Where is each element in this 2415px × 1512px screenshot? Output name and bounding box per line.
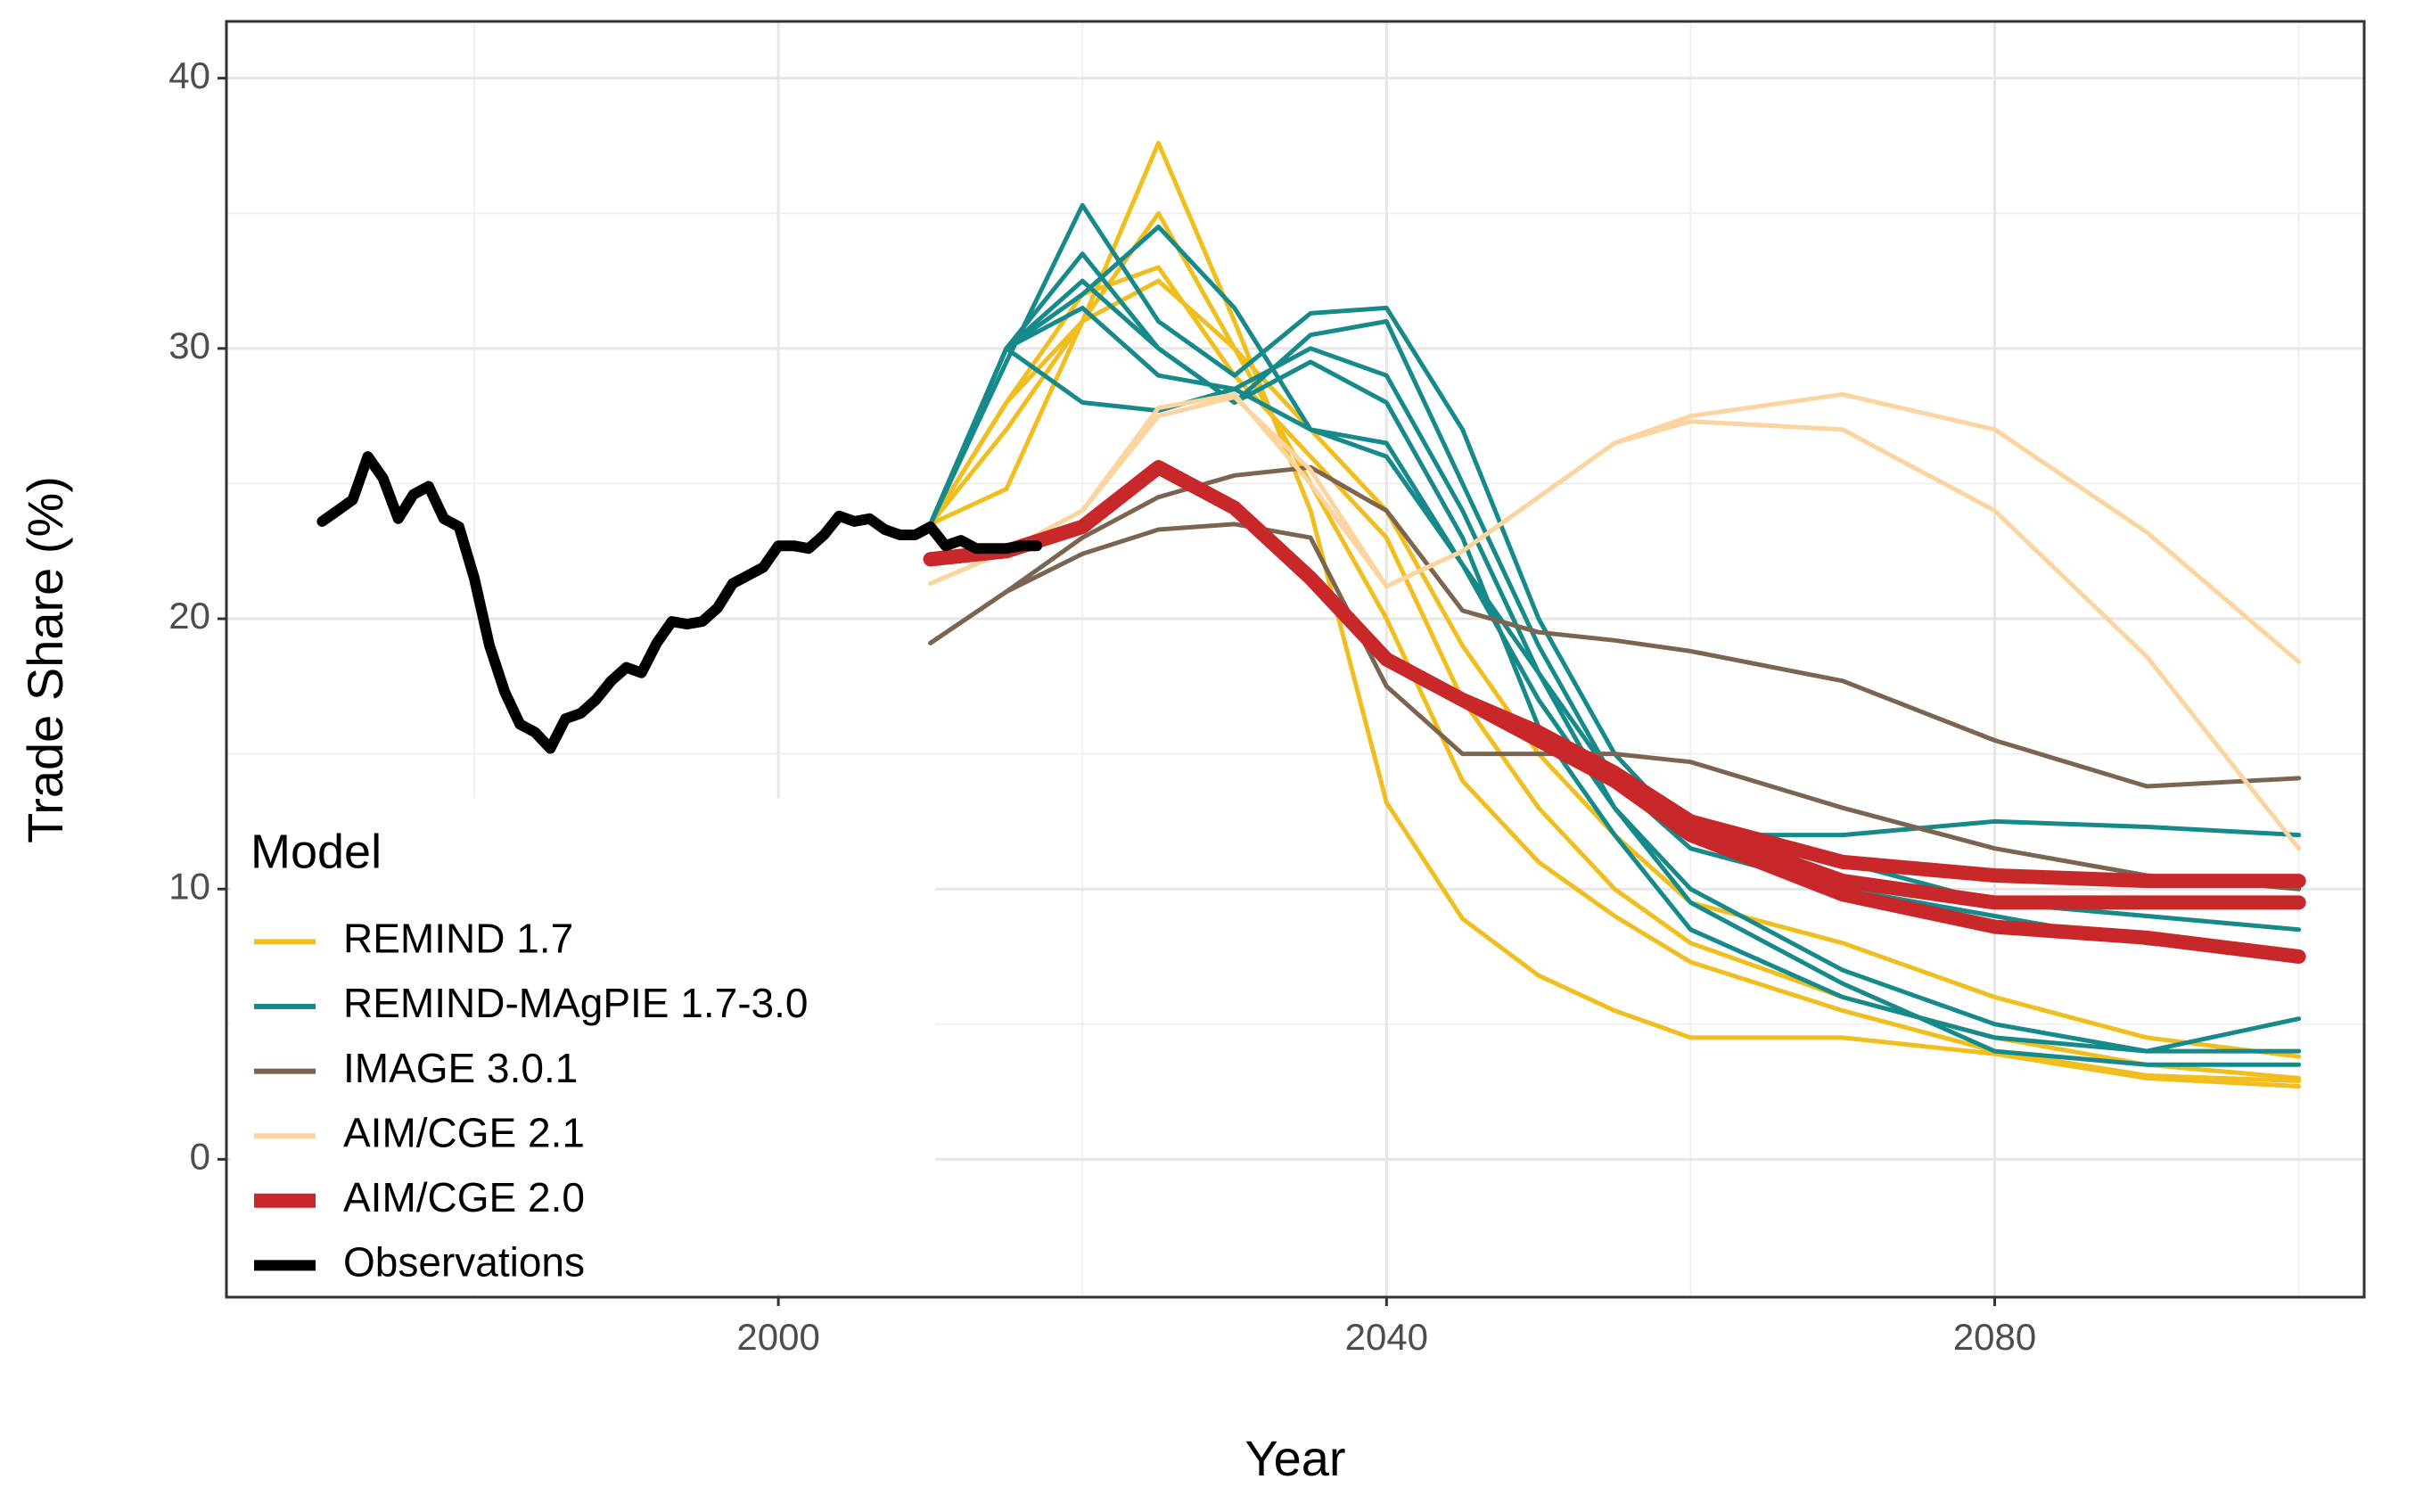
model-line <box>928 265 2302 1081</box>
model-line <box>928 346 2302 1054</box>
legend-label: REMIND-MAgPIE 1.7-3.0 <box>343 980 808 1026</box>
legend-label: AIM/CGE 2.1 <box>343 1109 585 1155</box>
plot-border <box>225 20 2366 1299</box>
x-axis-title: Year <box>1244 1430 1345 1486</box>
y-tick-label: 40 <box>168 54 210 96</box>
model-line <box>928 394 2302 851</box>
model-line <box>928 278 2302 1054</box>
legend: Model REMIND 1.7 REMIND-MAgPIE 1.7-3.0 IMAG… <box>231 798 935 1294</box>
legend-label: AIM/CGE 2.0 <box>343 1174 585 1220</box>
x-tick-label: 2000 <box>736 1316 819 1358</box>
legend-label: REMIND 1.7 <box>343 916 573 962</box>
legend-box <box>231 798 935 1294</box>
model-line <box>928 305 2302 1067</box>
model-line <box>928 140 2302 1089</box>
y-tick-label: 20 <box>168 595 210 637</box>
y-tick-label: 10 <box>168 865 210 907</box>
model-line <box>928 251 2302 959</box>
model-line <box>928 210 2302 1083</box>
legend-label: Observations <box>343 1239 585 1286</box>
model-line <box>928 522 2302 892</box>
model-line <box>923 460 2306 889</box>
model-line <box>928 391 2302 664</box>
y-axis-title: Trade Share (%) <box>17 476 73 843</box>
legend-label: IMAGE 3.0.1 <box>343 1045 578 1091</box>
model-line <box>923 460 2306 910</box>
model-line <box>928 464 2302 789</box>
y-tick-label: 30 <box>168 325 210 366</box>
x-tick-label: 2040 <box>1345 1316 1428 1358</box>
x-tick-label: 2080 <box>1953 1316 2036 1358</box>
legend-title: Model <box>251 826 382 879</box>
model-line <box>928 202 2302 933</box>
model-line <box>928 278 2302 1059</box>
y-tick-label: 0 <box>190 1135 210 1177</box>
observation-line <box>316 451 1043 754</box>
